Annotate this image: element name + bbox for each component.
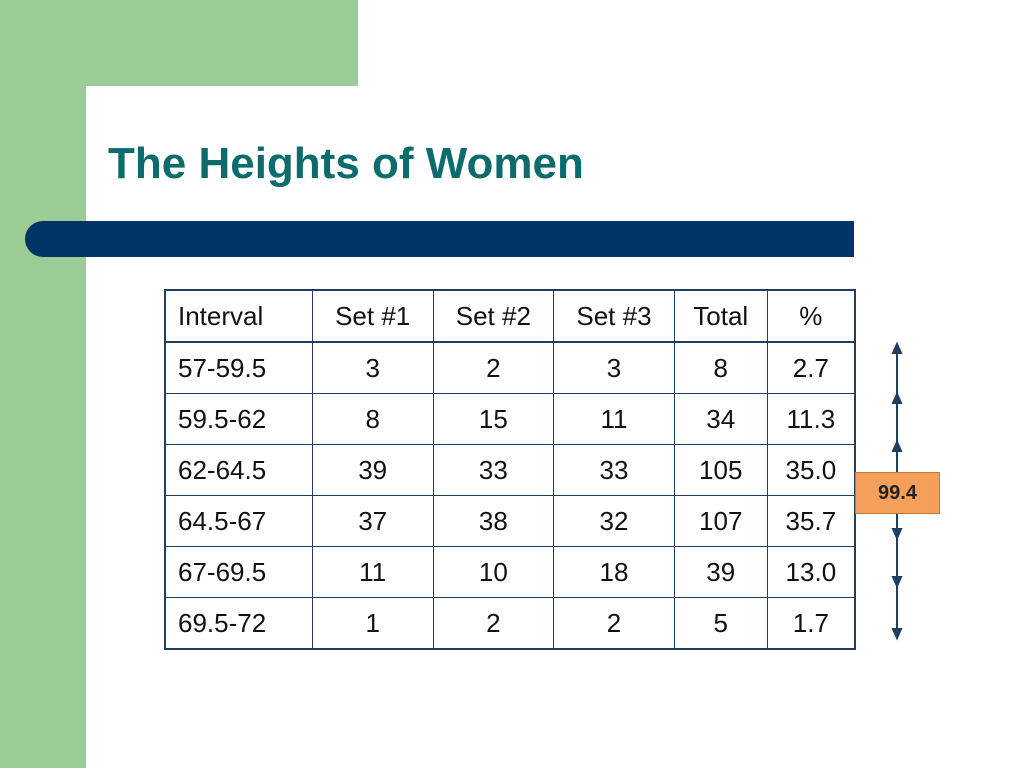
sum-badge: 99.4: [855, 472, 940, 514]
table-row: 64.5-67 37 38 32 107 35.7: [164, 495, 856, 547]
cell-set-2: 2: [432, 341, 555, 394]
rounded-corner-decoration: [86, 86, 166, 166]
cell-total: 39: [673, 546, 768, 598]
cell-set-1: 39: [311, 444, 434, 496]
header-set-2: Set #2: [432, 289, 555, 343]
header-set-1: Set #1: [311, 289, 434, 343]
table-header-row: Interval Set #1 Set #2 Set #3 Total %: [164, 289, 856, 343]
cell-set-1: 11: [311, 546, 434, 598]
cell-set-3: 3: [553, 341, 675, 394]
header-total: Total: [673, 289, 768, 343]
header-interval: Interval: [164, 289, 313, 343]
table-row: 62-64.5 39 33 33 105 35.0: [164, 444, 856, 496]
cell-interval: 57-59.5: [164, 341, 313, 394]
green-top-block: [0, 0, 358, 86]
cell-percent: 11.3: [766, 393, 856, 445]
cell-set-3: 2: [553, 597, 675, 650]
table-row: 59.5-62 8 15 11 34 11.3: [164, 393, 856, 445]
cell-total: 5: [673, 597, 768, 650]
green-side-band: [0, 0, 86, 768]
cell-total: 107: [673, 495, 768, 547]
cell-interval: 69.5-72: [164, 597, 313, 650]
cell-set-3: 11: [553, 393, 675, 445]
header-percent: %: [766, 289, 856, 343]
cell-interval: 67-69.5: [164, 546, 313, 598]
cell-percent: 13.0: [766, 546, 856, 598]
cell-set-2: 10: [432, 546, 555, 598]
cell-interval: 62-64.5: [164, 444, 313, 496]
cell-set-3: 33: [553, 444, 675, 496]
cell-interval: 64.5-67: [164, 495, 313, 547]
cell-set-2: 2: [432, 597, 555, 650]
cell-percent: 2.7: [766, 341, 856, 394]
header-set-3: Set #3: [553, 289, 675, 343]
title-underline-bar: [25, 221, 854, 257]
table-row: 67-69.5 11 10 18 39 13.0: [164, 546, 856, 598]
table-row: 69.5-72 1 2 2 5 1.7: [164, 597, 856, 650]
cell-total: 34: [673, 393, 768, 445]
cell-total: 105: [673, 444, 768, 496]
cell-total: 8: [673, 341, 768, 394]
cell-percent: 35.0: [766, 444, 856, 496]
cell-set-3: 32: [553, 495, 675, 547]
cell-percent: 1.7: [766, 597, 856, 650]
cell-set-1: 1: [311, 597, 434, 650]
cell-interval: 59.5-62: [164, 393, 313, 445]
heights-table: Interval Set #1 Set #2 Set #3 Total % 57…: [164, 289, 856, 650]
cell-set-2: 15: [432, 393, 555, 445]
cell-set-1: 37: [311, 495, 434, 547]
table-row: 57-59.5 3 2 3 8 2.7: [164, 341, 856, 394]
cell-set-1: 8: [311, 393, 434, 445]
cell-set-2: 38: [432, 495, 555, 547]
cell-set-2: 33: [432, 444, 555, 496]
cell-set-3: 18: [553, 546, 675, 598]
cell-set-1: 3: [311, 341, 434, 394]
cell-percent: 35.7: [766, 495, 856, 547]
slide-title: The Heights of Women: [108, 139, 584, 188]
